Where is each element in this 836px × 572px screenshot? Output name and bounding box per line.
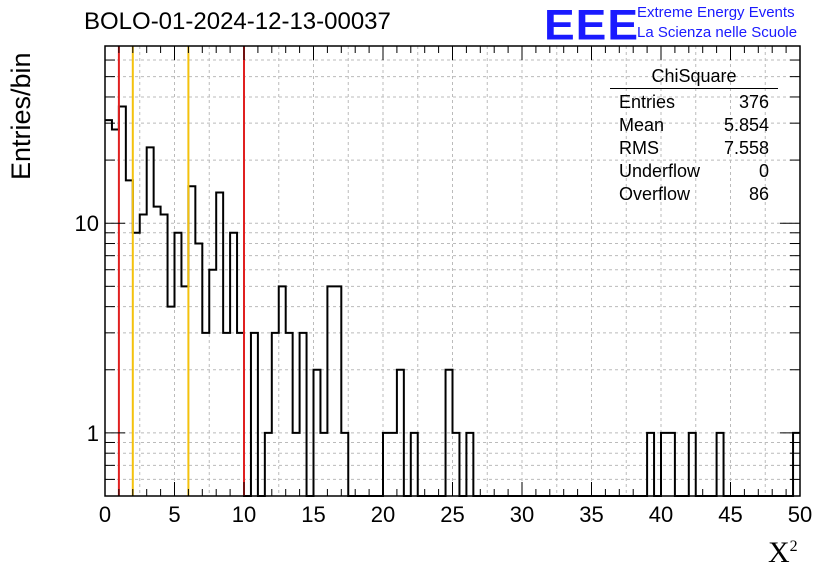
histogram-bin (181, 286, 188, 496)
histogram-bin (216, 193, 223, 496)
stats-box: ChiSquare Entries 376 Mean 5.854 RMS 7.5… (610, 66, 778, 206)
x-tick-label: 45 (718, 502, 742, 527)
histogram-bin (230, 233, 237, 496)
histogram-bin (279, 286, 286, 496)
stats-value: 5.854 (723, 115, 769, 135)
histogram-bin (272, 333, 279, 496)
chart-title: BOLO-01-2024-12-13-00037 (84, 8, 391, 35)
histogram-bin (154, 207, 161, 496)
x-tick-label: 30 (510, 502, 534, 527)
histogram-bin (175, 233, 182, 496)
histogram-bin (133, 233, 140, 496)
x-tick-label: 50 (788, 502, 812, 527)
stats-row-entries: Entries 376 (610, 91, 778, 114)
y-axis-label: Entries/bin (6, 52, 36, 180)
histogram-bin (161, 215, 168, 496)
x-tick-label: 0 (99, 502, 111, 527)
stats-row-mean: Mean 5.854 (610, 114, 778, 137)
x-tick-label: 20 (371, 502, 395, 527)
stats-label: RMS (619, 138, 659, 158)
stats-label: Mean (619, 115, 665, 135)
histogram-bin (251, 333, 258, 496)
logo-mark: EEE (544, 1, 640, 49)
histogram-bin (202, 333, 209, 496)
x-tick-label: 10 (232, 502, 256, 527)
x-tick-label: 25 (440, 502, 464, 527)
histogram-bin (286, 333, 293, 496)
histogram-bin (140, 215, 147, 496)
stats-label: Underflow (619, 161, 701, 181)
stats-title: ChiSquare (610, 66, 778, 89)
stats-row-rms: RMS 7.558 (610, 137, 778, 160)
logo-line-1: Extreme Energy Events (637, 4, 795, 21)
histogram-line (105, 105, 800, 497)
histogram-bin (209, 270, 216, 496)
stats-label: Entries (619, 92, 676, 112)
histogram-bin (112, 129, 119, 496)
x-tick-label: 15 (301, 502, 325, 527)
logo-line-2: La Scienza nelle Scuole (637, 24, 798, 41)
histogram-bin (126, 180, 133, 496)
stats-value: 0 (758, 161, 769, 181)
histogram-bin (223, 333, 230, 496)
histogram-bin (168, 307, 175, 496)
histogram-bin (105, 120, 112, 496)
histogram-bin (300, 333, 307, 496)
histogram-bin (147, 147, 154, 496)
histogram-bin (237, 333, 244, 496)
stats-row-underflow: Underflow 0 (610, 160, 778, 183)
stats-row-overflow: Overflow 86 (610, 183, 778, 206)
x-axis-label: X2 (768, 536, 798, 569)
stats-value: 376 (738, 92, 769, 112)
x-tick-label: 5 (168, 502, 180, 527)
stats-label: Overflow (619, 184, 691, 204)
x-tick-label: 40 (649, 502, 673, 527)
stats-value: 86 (748, 184, 769, 204)
histogram-bin (327, 286, 334, 496)
histogram-bin (334, 286, 341, 496)
stats-value: 7.558 (723, 138, 769, 158)
y-tick-label: 1 (87, 421, 99, 446)
histogram-bin (119, 107, 126, 496)
y-tick-label: 10 (75, 211, 99, 236)
x-tick-label: 35 (579, 502, 603, 527)
